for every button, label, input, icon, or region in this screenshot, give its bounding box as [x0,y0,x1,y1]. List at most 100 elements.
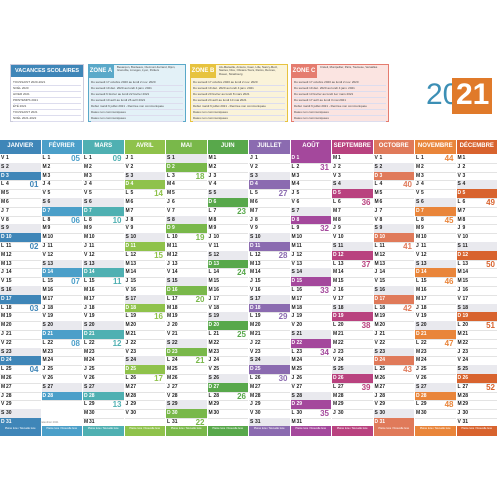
day-row[interactable]: J 17 [207,295,248,305]
day-row[interactable]: M 19 [0,312,41,323]
day-row[interactable]: J 15 [249,277,290,287]
day-row[interactable]: M 23 [41,348,82,358]
day-row[interactable]: L 22 08 [41,339,82,349]
day-row[interactable]: D 29 [290,400,331,411]
day-row[interactable]: M 29 [456,400,497,411]
day-row[interactable]: L 11 02 [0,242,41,252]
day-row[interactable]: J 26 [290,374,331,384]
day-row[interactable]: M 28 [456,392,497,402]
day-row[interactable]: D 12 [332,250,373,261]
day-row[interactable]: D 19 [456,312,497,323]
day-row[interactable]: L 6 36 [332,198,373,208]
day-row[interactable]: M 17 [83,295,124,305]
day-row[interactable]: L 26 17 [124,374,165,384]
day-row[interactable]: L 19 29 [249,312,290,323]
day-row[interactable]: M 24 [41,356,82,367]
day-row[interactable]: L 23 34 [290,348,331,358]
day-row[interactable]: D 17 [373,294,414,305]
day-row[interactable]: D 14 [83,268,124,279]
day-row[interactable]: J 21 [0,330,41,340]
day-row[interactable]: M 26 [373,374,414,384]
day-row[interactable]: L 3 18 [166,172,207,182]
day-row[interactable]: L 26 30 [249,374,290,384]
day-row[interactable]: M 19 [166,312,207,323]
day-row[interactable]: M 23 [415,348,456,358]
day-row[interactable]: L 15 11 [83,277,124,287]
day-row[interactable]: M 13 [0,260,41,270]
day-row[interactable]: L 9 32 [290,224,331,235]
day-row[interactable]: M 17 [415,295,456,305]
day-row[interactable]: L 6 49 [456,198,497,208]
day-row[interactable]: D 13 [207,259,248,270]
day-row[interactable]: L 14 24 [207,268,248,279]
day-row[interactable]: M 15 [207,277,248,287]
day-row[interactable]: D 11 [249,242,290,252]
day-row[interactable]: D 20 [207,321,248,331]
day-row[interactable]: L 27 52 [456,383,497,393]
day-row[interactable]: L 5 14 [124,189,165,199]
day-row[interactable]: J 27 [166,383,207,393]
day-row[interactable]: J 28 [0,392,41,402]
day-row[interactable]: L 1 09 [83,154,124,164]
day-row[interactable]: M 29 [207,400,248,411]
day-row[interactable]: D 10 [0,233,41,243]
day-row[interactable]: L 27 39 [332,383,373,393]
day-row[interactable]: D 24 [0,356,41,367]
day-row[interactable]: L 1 05 [41,154,82,164]
day-row[interactable]: M 27 [124,383,165,393]
day-row[interactable]: L 18 03 [0,304,41,314]
day-row[interactable]: L 30 35 [290,409,331,419]
day-row[interactable]: L 11 41 [373,242,414,252]
day-row[interactable]: M 20 [249,321,290,331]
day-row[interactable]: L 5 27 [249,189,290,199]
day-row[interactable]: L 10 19 [166,233,207,243]
day-row[interactable]: J 22 [124,339,165,349]
day-row[interactable]: D 24 [373,356,414,367]
day-row[interactable]: M 24 [83,356,124,367]
day-row[interactable]: L 15 07 [41,277,82,287]
day-row[interactable]: M 17 [290,295,331,305]
day-row[interactable]: M 16 [41,286,82,296]
day-row[interactable]: D 11 [124,242,165,252]
day-row[interactable]: L 25 04 [0,365,41,375]
day-row[interactable]: M 15 [456,277,497,287]
day-row[interactable]: L 4 01 [0,180,41,191]
day-row[interactable]: M 12 [373,251,414,261]
day-row[interactable]: M 16 [207,286,248,296]
day-row[interactable]: L 29 48 [415,400,456,411]
day-row[interactable]: J 13 [166,260,207,270]
day-row[interactable]: J 19 [290,312,331,323]
day-row[interactable]: M 20 [373,321,414,331]
day-row[interactable]: M 10 [290,233,331,243]
day-row[interactable]: J 18 [41,304,82,314]
day-row[interactable]: J 23 [332,348,373,358]
day-row[interactable]: M 10 [415,233,456,243]
day-row[interactable]: J 22 [249,339,290,349]
day-row[interactable]: D 17 [0,294,41,305]
day-row[interactable]: M 17 [41,295,82,305]
day-row[interactable]: J 14 [0,268,41,279]
day-row[interactable]: L 12 28 [249,251,290,261]
day-row[interactable]: L 21 25 [207,330,248,340]
day-row[interactable]: L 22 47 [415,339,456,349]
